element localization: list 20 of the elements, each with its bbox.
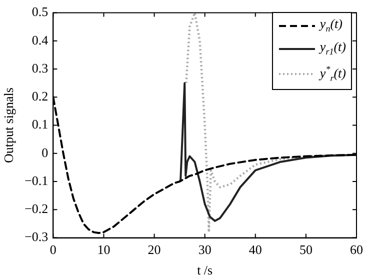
y-tick-label: 0.4 [32,32,49,48]
y-tick-label: −0.3 [24,229,48,244]
y-axis-title: Output signals [1,88,16,164]
x-tick-label: 20 [148,242,161,258]
y-tick-label: −0.2 [24,201,48,216]
y-tick-label: 0.3 [32,60,48,76]
legend-label: y$_{r1}$(t) [320,38,346,56]
y-tick-label: 0.5 [32,4,48,20]
legend-label: y$_{n}$(t) [320,16,342,34]
y-tick-label: 0 [42,144,48,160]
x-tick-label: 40 [248,242,262,258]
x-tick-label: 10 [97,242,110,258]
y-tick-label: 0.1 [32,116,48,132]
legend-label: y$^{*}$$_{r}$(t) [320,64,346,84]
x-tick-label: 50 [299,242,312,258]
y-tick-label: 0.2 [32,88,48,104]
x-axis-title: t /s [197,262,213,278]
x-tick-label: 30 [198,242,212,258]
x-tick-label: 60 [350,242,363,258]
y-tick-label: −0.1 [24,172,48,188]
